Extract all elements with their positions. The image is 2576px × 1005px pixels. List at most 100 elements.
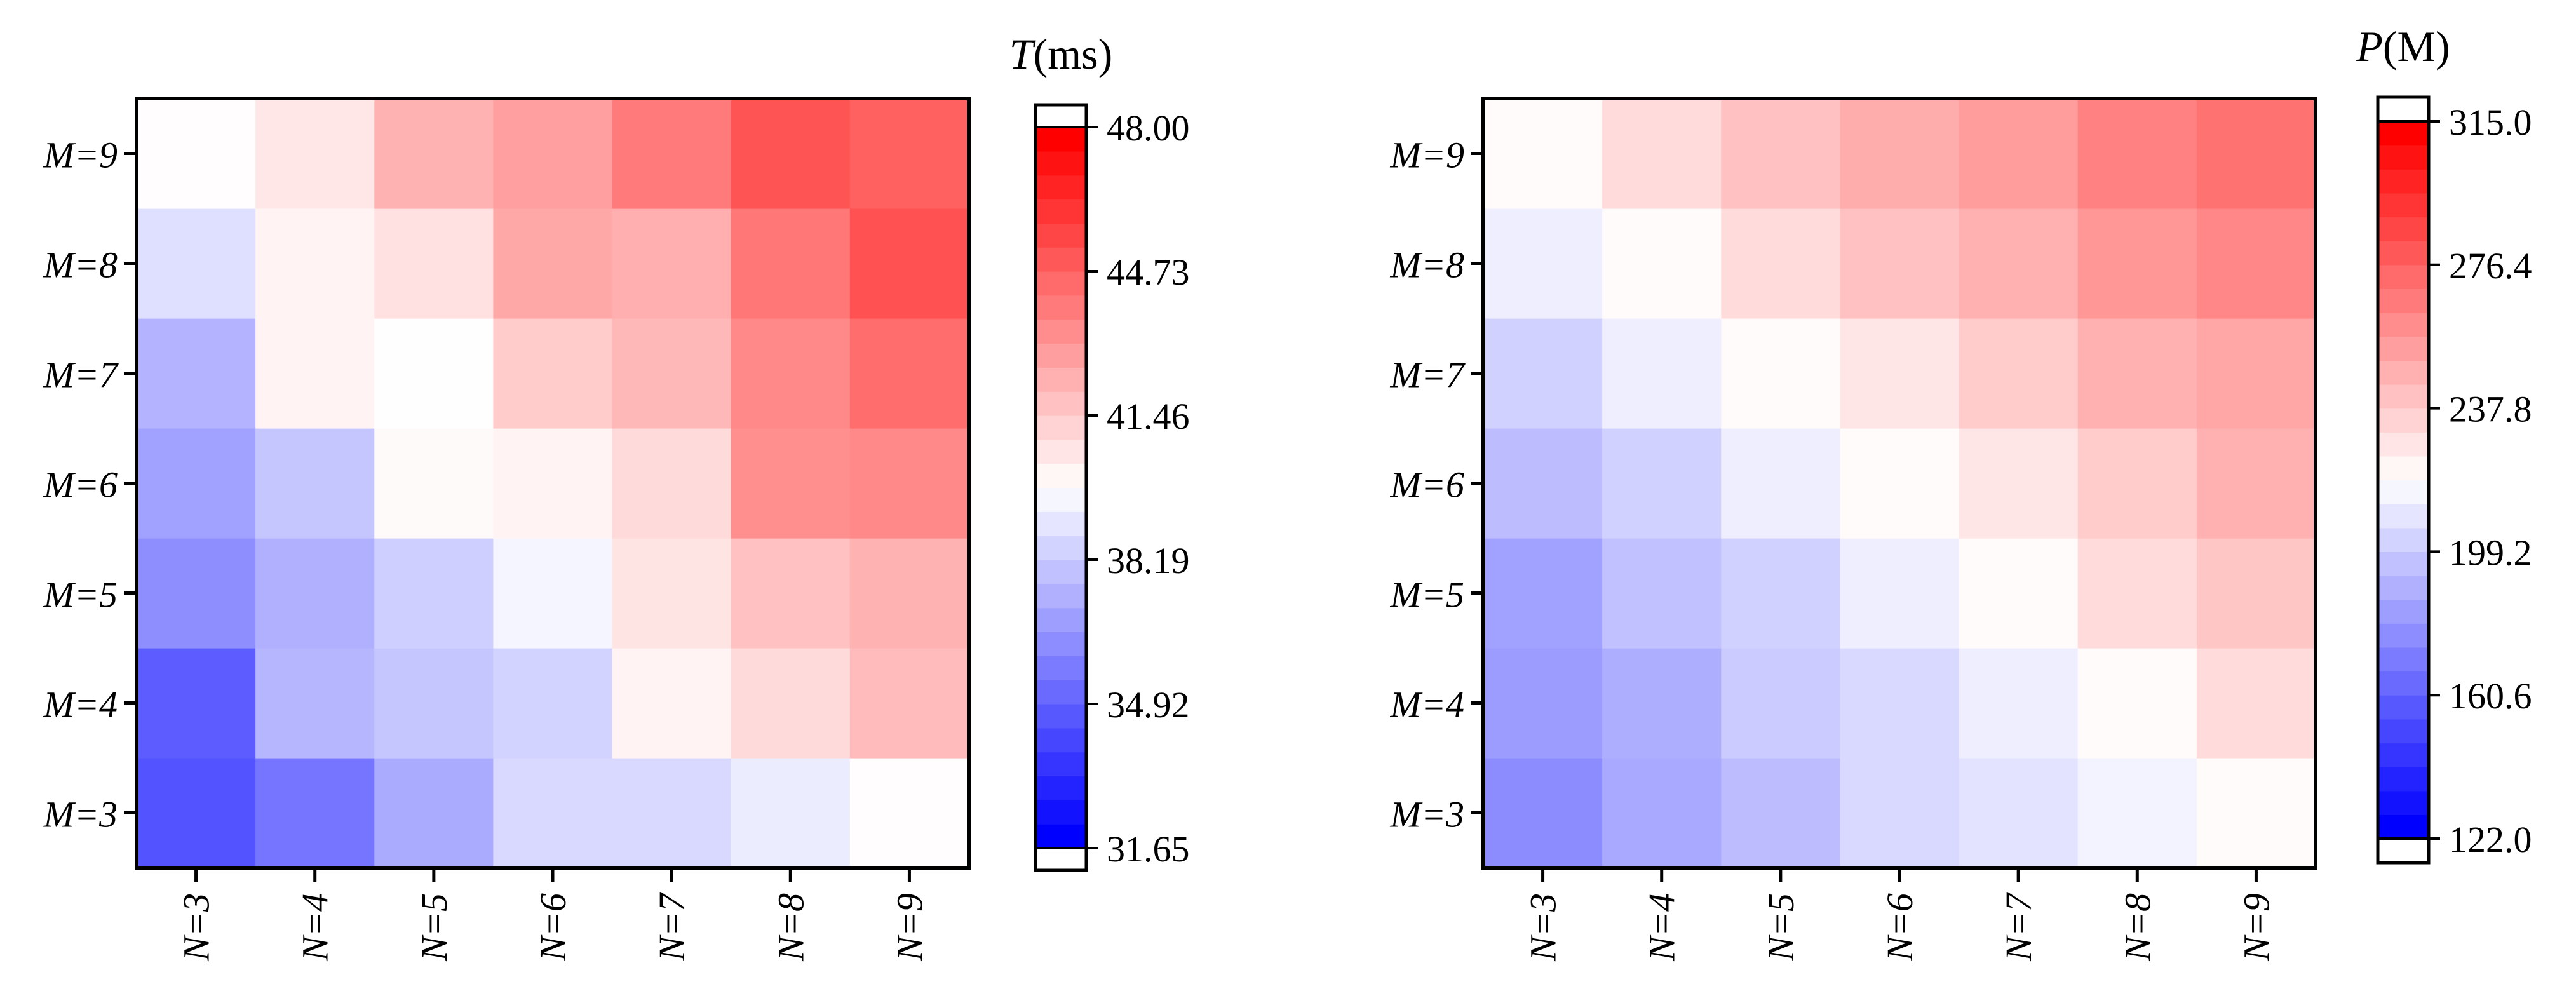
left-colorbar-step xyxy=(1035,656,1086,680)
left-colorbar-step xyxy=(1035,776,1086,800)
left-y-tick-label: M=9 xyxy=(43,135,118,176)
right-cell-M=9-N=4 xyxy=(1602,98,1722,209)
right-cell-M=9-N=6 xyxy=(1840,98,1960,209)
right-colorbar-step xyxy=(2378,192,2429,218)
left-colorbar-step xyxy=(1035,127,1086,152)
right-colorbar-step xyxy=(2378,814,2429,839)
right-colorbar-step xyxy=(2378,480,2429,504)
left-cell-M=4-N=9 xyxy=(849,648,969,759)
left-cell-M=4-N=3 xyxy=(137,648,256,759)
right-cell-M=8-N=5 xyxy=(1721,208,1841,319)
left-cell-M=3-N=4 xyxy=(255,758,375,868)
left-colorbar-step xyxy=(1035,367,1086,392)
left-cell-M=7-N=8 xyxy=(731,318,851,429)
right-cell-M=6-N=3 xyxy=(1483,428,1603,539)
right-colorbar-tick-label: 276.4 xyxy=(2449,245,2532,287)
colorbar-left-frame xyxy=(1034,103,1088,872)
left-colorbar-step xyxy=(1035,415,1086,440)
colorbar-right-title-unit: (M) xyxy=(2383,22,2450,71)
left-cell-M=4-N=6 xyxy=(493,648,613,759)
left-colorbar-step xyxy=(1035,680,1086,705)
right-cell-M=3-N=9 xyxy=(2196,758,2316,868)
right-cell-M=6-N=8 xyxy=(2077,428,2197,539)
left-colorbar-step xyxy=(1035,800,1086,825)
left-colorbar-step xyxy=(1035,439,1086,464)
left-cell-M=9-N=6 xyxy=(493,98,613,209)
left-cell-M=6-N=4 xyxy=(255,428,375,539)
right-cell-M=8-N=4 xyxy=(1602,208,1722,319)
colorbar-left: 31.65 34.92 38.19 41.46 44.73 48.00 T(ms) xyxy=(1009,30,1190,872)
right-colorbar-step xyxy=(2378,432,2429,457)
left-y-tick-label: M=6 xyxy=(43,464,118,506)
left-cell-M=7-N=6 xyxy=(493,318,613,429)
left-colorbar-step xyxy=(1035,752,1086,777)
right-colorbar-step xyxy=(2378,455,2429,481)
left-cell-M=4-N=5 xyxy=(374,648,494,759)
left-colorbar-step xyxy=(1035,247,1086,272)
right-cell-M=9-N=9 xyxy=(2196,98,2316,209)
heatmap-left: M=3 M=4 M=5 M=6 M=7 M=8 M=9 N=3 N=4 N=5 N=6 N=7 N=8… xyxy=(43,97,971,962)
right-colorbar-step xyxy=(2378,241,2429,266)
right-cell-M=8-N=6 xyxy=(1840,208,1960,319)
left-colorbar-tick-label: 34.92 xyxy=(1107,684,1190,725)
right-cell-M=5-N=3 xyxy=(1483,538,1603,649)
right-y-tick-label: M=5 xyxy=(1390,574,1464,616)
right-cell-M=9-N=7 xyxy=(1959,98,2079,209)
left-cell-M=5-N=5 xyxy=(374,538,494,649)
left-y-tick-label: M=7 xyxy=(43,354,119,396)
right-colorbar-step xyxy=(2378,360,2429,385)
left-cell-M=8-N=5 xyxy=(374,208,494,319)
right-colorbar-step xyxy=(2378,718,2429,744)
left-cell-M=4-N=4 xyxy=(255,648,375,759)
colorbar-right-title-var: P xyxy=(2356,22,2383,71)
colorbar-right: 122.0 160.6 199.2 237.8 276.4 315.0 P(M) xyxy=(2356,22,2532,865)
left-colorbar-step xyxy=(1035,223,1086,248)
right-colorbar-step xyxy=(2378,504,2429,529)
right-cell-M=4-N=5 xyxy=(1721,648,1841,759)
right-cell-M=9-N=8 xyxy=(2077,98,2197,209)
right-y-tick-label: M=6 xyxy=(1390,464,1464,506)
colorbar-right-ticks: 122.0 160.6 199.2 237.8 276.4 315.0 xyxy=(2378,102,2532,860)
right-colorbar-step xyxy=(2378,767,2429,792)
right-colorbar-step xyxy=(2378,121,2429,146)
right-colorbar-step xyxy=(2378,743,2429,767)
right-cell-M=7-N=4 xyxy=(1602,318,1722,429)
right-y-tick-label: M=8 xyxy=(1390,245,1464,286)
right-cell-M=3-N=8 xyxy=(2077,758,2197,868)
right-cell-M=8-N=8 xyxy=(2077,208,2197,319)
left-colorbar-step xyxy=(1035,583,1086,609)
left-cell-M=3-N=8 xyxy=(731,758,851,868)
left-x-tick-label: N=8 xyxy=(770,893,811,962)
left-colorbar-step xyxy=(1035,824,1086,849)
left-cell-M=5-N=8 xyxy=(731,538,851,649)
right-cell-M=4-N=8 xyxy=(2077,648,2197,759)
left-colorbar-tick-label: 41.46 xyxy=(1107,396,1190,437)
left-cell-M=6-N=5 xyxy=(374,428,494,539)
left-cell-M=8-N=8 xyxy=(731,208,851,319)
left-colorbar-step xyxy=(1035,319,1086,344)
right-cell-M=3-N=7 xyxy=(1959,758,2079,868)
left-colorbar-tick-label: 48.00 xyxy=(1107,107,1190,149)
left-cell-M=9-N=7 xyxy=(612,98,732,209)
right-colorbar-step xyxy=(2378,336,2429,361)
left-y-tick-label: M=8 xyxy=(43,245,118,286)
left-colorbar-step xyxy=(1035,560,1086,584)
right-colorbar-step xyxy=(2378,169,2429,194)
right-x-tick-label: N=8 xyxy=(2117,893,2158,962)
left-x-tick-label: N=7 xyxy=(651,892,692,962)
right-x-tick-label: N=4 xyxy=(1642,893,1683,962)
right-colorbar-tick-label: 122.0 xyxy=(2449,819,2532,860)
left-cell-M=9-N=9 xyxy=(849,98,969,209)
right-colorbar-step xyxy=(2378,217,2429,241)
left-colorbar-step xyxy=(1035,391,1086,416)
left-cell-M=3-N=7 xyxy=(612,758,732,868)
heatmap-right-y-axis: M=3 M=4 M=5 M=6 M=7 M=8 M=9 xyxy=(1390,135,1483,835)
right-y-tick-label: M=7 xyxy=(1390,354,1466,396)
left-cell-M=8-N=6 xyxy=(493,208,613,319)
right-colorbar-step xyxy=(2378,408,2429,433)
left-colorbar-step xyxy=(1035,727,1086,753)
heatmap-left-y-axis: M=3 M=4 M=5 M=6 M=7 M=8 M=9 xyxy=(43,135,137,835)
heatmap-right-x-axis: N=3 N=4 N=5 N=6 N=7 N=8 N=9 xyxy=(1523,868,2277,962)
left-colorbar-step xyxy=(1035,151,1086,176)
